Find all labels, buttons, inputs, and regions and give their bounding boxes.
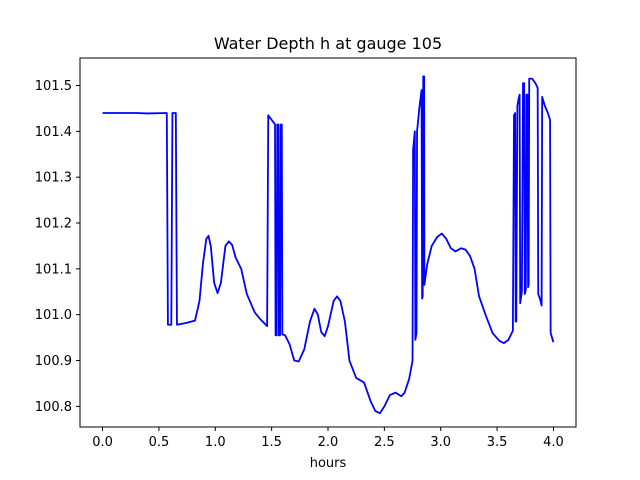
x-tick-label: 1.5: [261, 435, 282, 450]
y-tick-label: 100.9: [35, 354, 72, 369]
x-tick-label: 2.5: [374, 435, 395, 450]
plot-area: [102, 75, 555, 415]
y-tick-label: 101.0: [35, 308, 72, 323]
y-tick-label: 101.1: [35, 262, 72, 277]
y-tick-label: 101.3: [35, 171, 72, 186]
x-tick-label: 0.5: [149, 435, 170, 450]
y-tick-label: 101.5: [35, 79, 72, 94]
series-line-0: [102, 75, 555, 415]
x-tick-label: 3.5: [487, 435, 508, 450]
x-tick-label: 2.0: [318, 435, 339, 450]
x-tick-label: 3.0: [430, 435, 451, 450]
y-tick-label: 100.8: [35, 400, 72, 415]
y-axis-ticks: 100.8 100.9 101.0 101.1 101.2 101.3 101.4 101.5: [35, 79, 80, 415]
x-tick-label: 1.0: [205, 435, 226, 450]
y-tick-label: 101.4: [35, 125, 72, 140]
axes-frame: [79, 57, 577, 428]
x-tick-label: 4.0: [543, 435, 564, 450]
chart-title: Water Depth h at gauge 105: [214, 34, 442, 53]
x-axis-ticks: 0.0 0.5 1.0 1.5 2.0 2.5 3.0 3.5 4.0: [92, 427, 564, 450]
x-tick-label: 0.0: [92, 435, 113, 450]
x-axis-label: hours: [310, 456, 347, 471]
y-tick-label: 101.2: [35, 217, 72, 232]
